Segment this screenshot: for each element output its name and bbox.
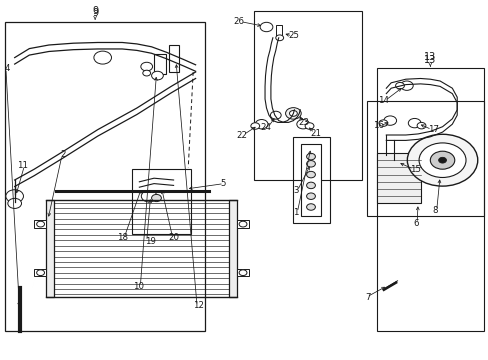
Circle shape <box>239 270 246 276</box>
Text: 11: 11 <box>18 161 28 170</box>
Bar <box>293 137 329 223</box>
Circle shape <box>141 190 157 202</box>
Circle shape <box>384 156 397 165</box>
Bar <box>154 54 166 74</box>
Circle shape <box>151 194 161 202</box>
Bar <box>300 144 321 216</box>
Bar <box>366 101 483 216</box>
Circle shape <box>418 143 465 177</box>
Circle shape <box>306 182 315 189</box>
Bar <box>254 11 361 180</box>
Bar <box>34 220 46 228</box>
Circle shape <box>255 120 267 129</box>
Text: 22: 22 <box>236 130 246 139</box>
Text: 4: 4 <box>4 64 10 73</box>
Text: 19: 19 <box>145 237 156 246</box>
Text: 2: 2 <box>61 150 66 159</box>
Text: 15: 15 <box>409 165 420 174</box>
Text: 20: 20 <box>168 233 179 242</box>
Circle shape <box>383 116 396 125</box>
Text: 26: 26 <box>233 17 244 26</box>
Text: 6: 6 <box>412 219 418 228</box>
Text: 17: 17 <box>427 125 438 134</box>
Circle shape <box>400 81 412 90</box>
Text: 13: 13 <box>423 55 436 65</box>
Text: 13: 13 <box>423 53 436 63</box>
Circle shape <box>306 171 315 178</box>
Text: 12: 12 <box>193 302 203 310</box>
Circle shape <box>306 161 315 167</box>
Text: 5: 5 <box>220 179 225 188</box>
Text: 7: 7 <box>365 292 370 302</box>
Circle shape <box>285 108 301 119</box>
Circle shape <box>8 198 21 208</box>
Text: 21: 21 <box>310 129 321 138</box>
Text: 24: 24 <box>260 123 271 132</box>
Text: 3: 3 <box>293 186 298 195</box>
Text: 10: 10 <box>133 282 144 291</box>
Text: 1: 1 <box>293 208 298 217</box>
Circle shape <box>270 111 281 119</box>
Text: 9: 9 <box>92 6 98 16</box>
Circle shape <box>395 82 404 89</box>
Text: 16: 16 <box>372 122 383 130</box>
Bar <box>132 169 190 234</box>
Circle shape <box>94 51 111 64</box>
Circle shape <box>438 157 446 163</box>
Circle shape <box>260 22 272 32</box>
Circle shape <box>151 71 163 80</box>
Circle shape <box>306 153 315 160</box>
Circle shape <box>429 151 454 169</box>
Bar <box>376 153 420 203</box>
Circle shape <box>296 120 309 129</box>
Bar <box>229 200 237 297</box>
Text: 9: 9 <box>92 8 98 18</box>
Bar <box>168 45 179 72</box>
Circle shape <box>142 70 150 76</box>
Circle shape <box>141 62 152 71</box>
Text: 23: 23 <box>298 118 308 127</box>
Circle shape <box>407 134 477 186</box>
Text: 8: 8 <box>432 206 437 215</box>
Circle shape <box>391 158 404 167</box>
Bar <box>34 269 46 276</box>
Circle shape <box>250 123 259 129</box>
Circle shape <box>239 221 246 227</box>
Text: 14: 14 <box>377 96 388 105</box>
Circle shape <box>306 193 315 199</box>
Circle shape <box>305 123 313 129</box>
Circle shape <box>407 118 420 128</box>
Bar <box>376 68 483 331</box>
Bar <box>237 220 249 228</box>
Circle shape <box>378 120 387 126</box>
Text: 18: 18 <box>117 233 128 242</box>
Circle shape <box>6 190 23 203</box>
Circle shape <box>306 204 315 210</box>
Circle shape <box>275 35 283 41</box>
Circle shape <box>289 111 297 116</box>
Circle shape <box>416 122 425 129</box>
Bar <box>237 269 249 276</box>
Bar <box>5 22 205 331</box>
Bar <box>46 200 54 297</box>
Circle shape <box>37 221 44 227</box>
Text: 25: 25 <box>288 31 299 40</box>
Circle shape <box>37 270 44 276</box>
Bar <box>276 25 282 36</box>
